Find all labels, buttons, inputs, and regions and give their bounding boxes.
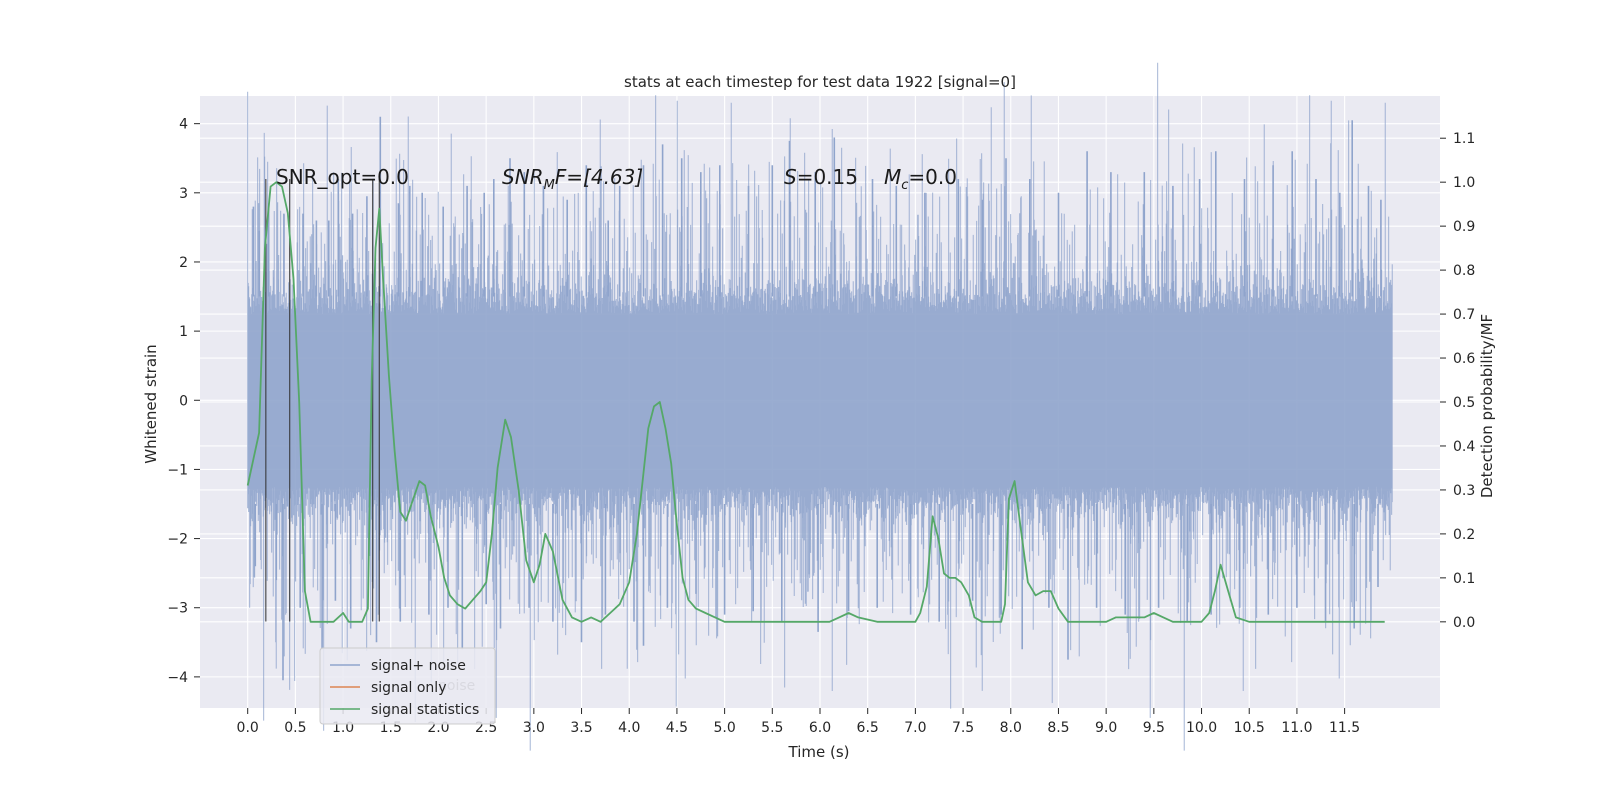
y-tick-label-left: 2 bbox=[179, 255, 188, 271]
x-tick-label: 5.0 bbox=[713, 720, 735, 736]
statistics-line bbox=[246, 181, 1385, 623]
y-tick-label-left: 0 bbox=[179, 393, 188, 409]
x-tick-label: 10.0 bbox=[1186, 720, 1217, 736]
x-tick-label: 6.0 bbox=[809, 720, 831, 736]
x-tick-label: 7.0 bbox=[904, 720, 926, 736]
x-axis-label: Time (s) bbox=[788, 743, 850, 761]
x-tick-label: 4.5 bbox=[666, 720, 688, 736]
y-tick-label-right: 1.0 bbox=[1453, 175, 1475, 191]
y-tick-label-right: 0.3 bbox=[1453, 483, 1475, 499]
x-tick-label: 8.0 bbox=[1000, 720, 1022, 736]
y-axis-label-left: Whitened strain bbox=[142, 344, 160, 463]
tick-labels: 0.0 0.5 1.0 1.5 2.0 2.5 3.0 3.5 4.0 4.5 5.0 5.5 6.0 6… bbox=[167, 117, 1475, 736]
snr-mf-rest: F=[4.63] bbox=[555, 165, 643, 189]
legend-label-noise: signal+ noise bbox=[371, 658, 466, 674]
legend: noise signal+ noise signal only signal s… bbox=[319, 647, 496, 725]
annotation-snr-opt: SNR_opt=0.0 bbox=[276, 165, 409, 189]
x-tick-label: 9.0 bbox=[1095, 720, 1117, 736]
x-tick-label: 6.5 bbox=[857, 720, 879, 736]
annotation-snr-mf: SNRMF=[4.63] bbox=[502, 165, 643, 193]
snr-mf-label: SNR bbox=[502, 165, 544, 189]
y-tick-label-right: 0.7 bbox=[1453, 307, 1475, 323]
legend-label-statistics: signal statistics bbox=[371, 702, 479, 718]
y-tick-label-right: 1.1 bbox=[1453, 131, 1475, 147]
x-tick-label: 0.0 bbox=[237, 720, 259, 736]
y-tick-label-right: 0.1 bbox=[1453, 571, 1475, 587]
chart-title: stats at each timestep for test data 192… bbox=[624, 73, 1016, 91]
x-tick-label: 5.5 bbox=[761, 720, 783, 736]
x-tick-label: 4.0 bbox=[618, 720, 640, 736]
x-tick-label: 0.5 bbox=[284, 720, 306, 736]
legend-ghost-text: noise bbox=[438, 678, 475, 694]
x-tick-label: 11.5 bbox=[1329, 720, 1360, 736]
x-tick-label: 9.5 bbox=[1143, 720, 1165, 736]
y-tick-label-left: −3 bbox=[167, 601, 188, 617]
noise-spikes bbox=[252, 116, 1382, 681]
vertical-markers bbox=[265, 178, 380, 622]
legend-label-signal-only: signal only bbox=[371, 680, 446, 696]
y-tick-label-left: −2 bbox=[167, 532, 188, 548]
x-tick-label: 11.0 bbox=[1281, 720, 1312, 736]
y-tick-label-left: 1 bbox=[179, 324, 188, 340]
s-value: =0.15 bbox=[797, 165, 858, 189]
mc-value: =0.0 bbox=[908, 165, 957, 189]
snr-mf-sub: M bbox=[544, 178, 555, 193]
y-tick-label-right: 0.0 bbox=[1453, 615, 1475, 631]
y-tick-label-right: 0.8 bbox=[1453, 263, 1475, 279]
y-tick-label-right: 0.5 bbox=[1453, 395, 1475, 411]
x-tick-label: 8.5 bbox=[1047, 720, 1069, 736]
y-tick-label-left: −4 bbox=[167, 670, 188, 686]
y-tick-label-left: 3 bbox=[179, 186, 188, 202]
y-tick-label-left: 4 bbox=[179, 117, 188, 133]
y-tick-label-right: 0.2 bbox=[1453, 527, 1475, 543]
noise-series bbox=[247, 62, 1393, 751]
y-tick-label-left: −1 bbox=[167, 462, 188, 478]
legend-box bbox=[319, 647, 496, 725]
y-axis-label-right: Detection probability/MF bbox=[1478, 314, 1496, 498]
y-tick-label-right: 0.4 bbox=[1453, 439, 1475, 455]
x-tick-label: 3.5 bbox=[570, 720, 592, 736]
x-tick-label: 3.0 bbox=[523, 720, 545, 736]
y-tick-label-right: 0.6 bbox=[1453, 351, 1475, 367]
s-label: S bbox=[784, 165, 797, 189]
annotation-s-mc: S=0.15 Mc=0.0 bbox=[784, 165, 957, 193]
y-tick-label-right: 0.9 bbox=[1453, 219, 1475, 235]
statistics-series bbox=[246, 181, 1385, 623]
mc-label: M bbox=[884, 165, 901, 189]
x-tick-label: 10.5 bbox=[1234, 720, 1265, 736]
noise-trace bbox=[247, 62, 1393, 751]
mc-sub: c bbox=[901, 178, 908, 193]
x-tick-label: 7.5 bbox=[952, 720, 974, 736]
